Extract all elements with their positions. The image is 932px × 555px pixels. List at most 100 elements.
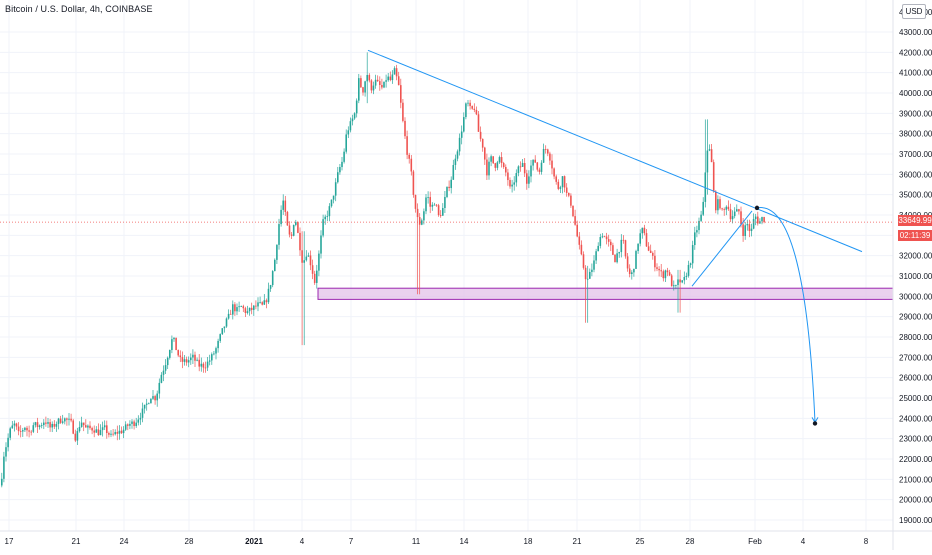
candle-body [397,76,400,86]
candle-body [633,268,635,273]
candle-body [691,245,694,264]
candle-body [301,250,303,263]
candle-body [223,326,226,329]
candle-body [290,234,293,236]
candle-body [89,425,91,429]
candle-body [229,313,232,315]
y-tick-label: 31000.00 [899,272,932,281]
candle-body [372,85,375,91]
candle-body [59,418,62,423]
rising-trendline [691,210,753,287]
candle-body [643,227,646,234]
candle-body [595,251,597,261]
y-tick-label: 35000.00 [899,191,932,200]
candle-body [215,348,217,354]
candle-body [332,195,335,200]
candle-body [668,272,671,276]
candle-body [72,420,74,434]
candle-body [603,236,606,238]
candle-body [742,224,744,236]
candle-body [47,422,49,424]
x-tick-label: 25 [636,537,645,546]
candle-body [221,328,224,335]
candle-body [22,430,24,432]
candle-body [114,432,116,435]
x-tick-label: 2021 [245,537,263,546]
candle-body [311,265,314,274]
candle-body [715,191,717,211]
candle-body [227,313,230,319]
candle-body [400,85,402,103]
candle-body [740,211,742,225]
candle-body [754,216,757,220]
candle-body [330,199,333,207]
candle-body [64,418,66,422]
candle-body [553,168,555,177]
candle-body [127,424,129,426]
candle-body [28,430,30,432]
candle-body [337,172,339,183]
candle-body [57,418,60,425]
y-tick-label: 24000.00 [899,414,932,423]
candle-body [408,154,410,159]
y-tick-label: 36000.00 [899,170,932,179]
candle-body [358,78,360,101]
candle-body [169,350,171,358]
candle-body [475,109,478,115]
candle-body [652,252,654,256]
y-tick-label: 27000.00 [899,353,932,362]
candle-body [421,220,423,225]
candle-body [513,182,515,185]
candle-body [316,270,318,283]
candle-body [502,163,505,168]
x-tick-label: 24 [120,537,129,546]
candle-body [534,159,536,163]
candle-body [635,251,637,269]
candle-body [647,246,650,251]
candle-body [458,137,461,152]
candle-body [492,156,494,164]
x-tick-label: 4 [300,537,305,546]
candle-body [53,423,56,427]
candle-body [574,216,576,225]
candle-body [746,224,749,226]
candle-body [49,422,51,428]
candle-body [700,214,702,221]
candle-body [435,204,438,206]
candle-body [219,334,221,341]
candle-body [599,237,602,246]
candle-body [353,113,356,119]
candle-body [19,431,22,432]
candle-body [681,280,683,283]
candle-body [473,108,476,110]
candle-body [717,199,719,211]
candle-body [721,208,723,210]
projection-curve [756,207,816,423]
symbol-title[interactable]: Bitcoin / U.S. Dollar, 4h, COINBASE [5,4,153,14]
candle-body [99,430,102,436]
candle-body [414,194,417,209]
candle-body [124,424,127,430]
candle-body [190,357,192,361]
candle-body [118,430,121,434]
candle-body [364,81,366,93]
candle-body [30,431,32,433]
candle-body [179,355,182,358]
candle-body [122,429,125,434]
candle-body [507,172,509,181]
candle-body [477,114,480,132]
candle-body [763,217,765,223]
candle-body [427,197,429,198]
candle-body [93,430,95,433]
candle-body [620,239,623,253]
candle-body [584,267,587,280]
candle-body [570,195,572,206]
candle-body [526,173,528,184]
candle-body [685,275,688,277]
y-tick-label: 39000.00 [899,109,932,118]
candle-body [389,76,392,81]
candle-body [234,304,236,312]
currency-badge[interactable]: USD [902,4,926,19]
